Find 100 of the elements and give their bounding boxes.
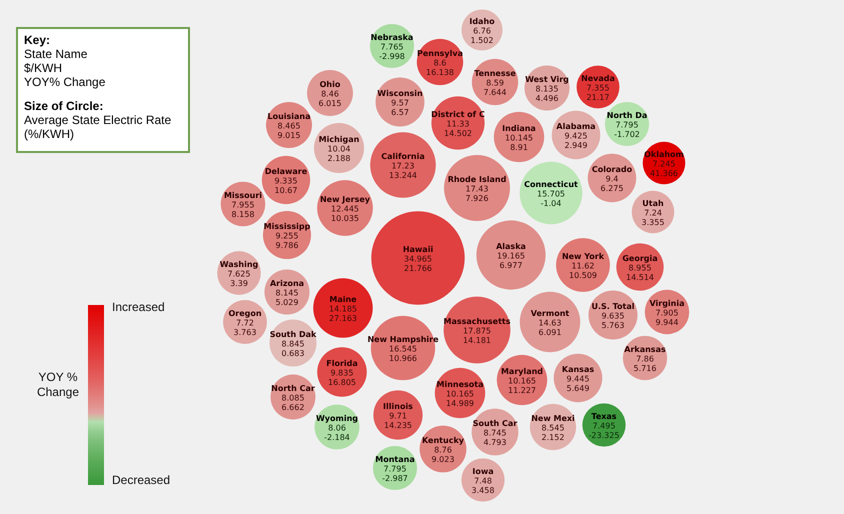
color-bar-title: YOY % Change [36, 370, 80, 400]
category-label: Alabama [556, 122, 596, 131]
data-label: 11.33 [446, 120, 470, 128]
data-label: 6.977 [500, 261, 522, 270]
data-label: 8.545 [542, 424, 564, 432]
category-label: New York [562, 252, 605, 261]
data-label: 3.763 [234, 328, 256, 337]
data-label: 8.76 [434, 446, 452, 454]
data-label: 10.509 [569, 271, 597, 280]
data-label: 21.17 [586, 93, 610, 102]
category-label: Ohio [320, 80, 341, 89]
data-label: 16.138 [426, 68, 454, 77]
data-label: 10.165 [446, 390, 474, 398]
data-label: 5.763 [602, 321, 624, 330]
text: Increased [112, 300, 165, 314]
category-label: Oregon [228, 309, 262, 318]
category-label: Iowa [472, 467, 494, 476]
data-label: 6.57 [391, 108, 409, 117]
text: Average State Electric Rate (%/KWH) [24, 113, 172, 141]
data-label: -2.184 [324, 433, 350, 442]
data-label: 17.875 [463, 326, 491, 336]
data-label: 7.795 [384, 464, 406, 474]
data-label: 8.59 [486, 78, 504, 88]
data-label: 3.458 [472, 486, 494, 495]
data-label: 17.43 [466, 184, 488, 194]
data-label: 9.57 [391, 98, 409, 108]
data-label: 2.949 [564, 141, 588, 150]
data-label: 9.4 [606, 174, 618, 184]
data-label: 10.67 [274, 186, 298, 195]
category-label: Maryland [500, 367, 544, 376]
data-label: 9.944 [656, 318, 678, 327]
data-label: 7.355 [586, 84, 610, 92]
data-label: 9.335 [274, 176, 298, 186]
data-label: 6.76 [473, 26, 491, 36]
data-label: 14.181 [463, 336, 491, 345]
data-label: 11.62 [572, 262, 594, 270]
data-label: 41.366 [650, 169, 678, 178]
text: State Name [24, 47, 88, 61]
data-label: 16.545 [389, 344, 417, 354]
data-label: 8.845 [282, 340, 304, 348]
data-label: -1.04 [540, 199, 562, 208]
data-label: 12.445 [331, 204, 359, 214]
data-label: 8.06 [328, 424, 346, 432]
data-label: 7.245 [652, 160, 676, 168]
category-label: Vermont [530, 309, 570, 318]
category-label: Arkansas [624, 345, 666, 354]
category-label: Hawaii [402, 245, 434, 254]
data-label: 7.905 [656, 308, 678, 318]
data-label: 10.04 [328, 144, 350, 154]
category-label: Arizona [270, 279, 304, 288]
data-label: 10.035 [331, 214, 359, 223]
category-label: Louisiana [267, 112, 311, 121]
category-label: North Da [606, 111, 648, 120]
data-label: 27.163 [329, 314, 357, 323]
data-label: 15.705 [537, 190, 565, 198]
category-label: Colorado [592, 165, 633, 174]
data-label: 5.649 [566, 384, 590, 393]
data-label: 2.188 [328, 154, 350, 163]
category-label: Illinois [383, 402, 414, 411]
category-label: Michigan [318, 135, 360, 144]
data-label: 17.23 [392, 162, 414, 170]
data-label: 3.355 [642, 218, 664, 227]
data-label: 19.165 [497, 252, 525, 260]
category-label: Connecticut [524, 180, 578, 189]
category-label: New Mexi [531, 414, 576, 423]
data-label: 14.502 [444, 129, 472, 138]
data-label: 7.495 [592, 422, 616, 430]
data-label: 5.029 [276, 298, 298, 307]
category-label: South Car [472, 419, 518, 428]
data-label: 7.955 [232, 200, 254, 210]
data-label: -2.998 [379, 52, 405, 61]
category-label: North Car [271, 384, 315, 393]
category-label: Nevada [581, 74, 615, 83]
category-label: Kentucky [422, 436, 465, 445]
data-label: 4.496 [536, 94, 558, 103]
data-label: 9.835 [330, 368, 354, 378]
data-label: 8.158 [232, 210, 254, 219]
data-label: 8.465 [278, 122, 300, 130]
data-label: 7.24 [644, 208, 662, 218]
data-label: -23.325 [588, 431, 620, 440]
category-label: Wisconsin [377, 89, 424, 98]
data-label: 14.185 [329, 304, 357, 314]
data-label: 8.955 [628, 264, 652, 272]
category-label: Pennsylva [416, 49, 464, 58]
category-label: South Dak [270, 330, 317, 339]
category-label: Oklahom [644, 150, 684, 159]
data-label: 8.745 [484, 428, 506, 438]
data-label: 16.805 [328, 378, 356, 387]
data-label: 6.275 [600, 184, 624, 193]
data-label: 8.46 [321, 90, 339, 98]
category-label: Missouri [224, 191, 262, 200]
data-label: 6.091 [538, 328, 562, 337]
category-label: Kansas [562, 365, 594, 374]
category-label: Rhode Island [448, 175, 507, 184]
category-label: Delaware [264, 167, 308, 176]
category-label: New Jersey [320, 195, 371, 204]
data-label: 6.015 [318, 99, 342, 108]
category-label: Mississipp [264, 222, 311, 231]
text: Key: [24, 33, 52, 47]
category-label: Maine [329, 295, 358, 304]
